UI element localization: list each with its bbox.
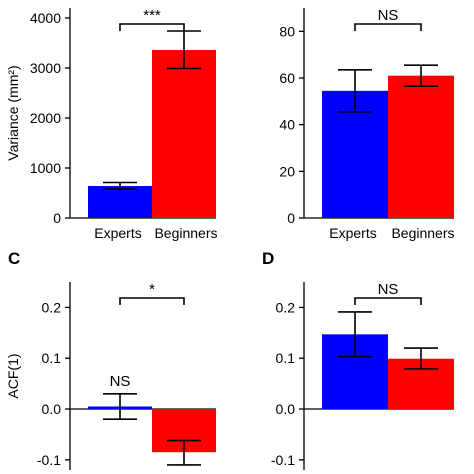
y-tick-label: 0.2 (42, 299, 62, 315)
comparison-bracket (119, 297, 185, 305)
y-tick-label: 0.1 (276, 350, 296, 366)
comparison-bracket (354, 297, 422, 305)
y-tick-label: 80 (279, 23, 295, 39)
y-tick-label: 4000 (30, 10, 61, 26)
x-category-label: Beginners (391, 225, 454, 241)
y-tick-label: 0 (53, 210, 61, 226)
bar-beginners (388, 75, 454, 219)
y-tick-label: 0 (287, 210, 295, 226)
panel-4: D -0.1 0.0 0.1 0.2 NS (262, 249, 454, 470)
y-tick-label: 20 (279, 163, 295, 179)
y-tick-label: 1000 (30, 160, 61, 176)
significance-mark: NS (110, 373, 131, 390)
x-category-label: Experts (94, 225, 141, 241)
comparison-label: * (149, 281, 155, 298)
panel-2: 0 20 40 60 80 NS Experts Beginners (279, 7, 454, 241)
comparison-bracket (119, 23, 185, 31)
bar-beginners (152, 50, 216, 218)
y-tick-label: 0.0 (276, 401, 296, 417)
panel-1: 0 1000 2000 3000 4000 Variance (mm²) *** Expert… (5, 7, 218, 241)
y-tick-label: 40 (279, 117, 295, 133)
y-tick-label: 2000 (30, 110, 61, 126)
bar-experts (88, 186, 152, 218)
comparison-bracket (354, 23, 422, 31)
y-tick-label: 60 (279, 70, 295, 86)
comparison-label: NS (378, 281, 399, 298)
x-category-label: Beginners (154, 225, 217, 241)
x-category-label: Experts (329, 225, 376, 241)
y-tick-label: 0.0 (42, 401, 62, 417)
comparison-label: *** (143, 7, 161, 24)
comparison-label: NS (378, 7, 399, 24)
y-axis-label: Variance (mm²) (5, 65, 21, 160)
panel-letter: D (262, 249, 274, 268)
y-tick-label: 0.1 (42, 350, 62, 366)
y-tick-label: -0.1 (37, 452, 61, 468)
y-tick-label: -0.1 (271, 452, 295, 468)
panel-letter: C (8, 249, 20, 268)
y-tick-label: 3000 (30, 60, 61, 76)
y-tick-label: 0.2 (276, 299, 296, 315)
y-axis-label: ACF(1) (5, 353, 21, 398)
